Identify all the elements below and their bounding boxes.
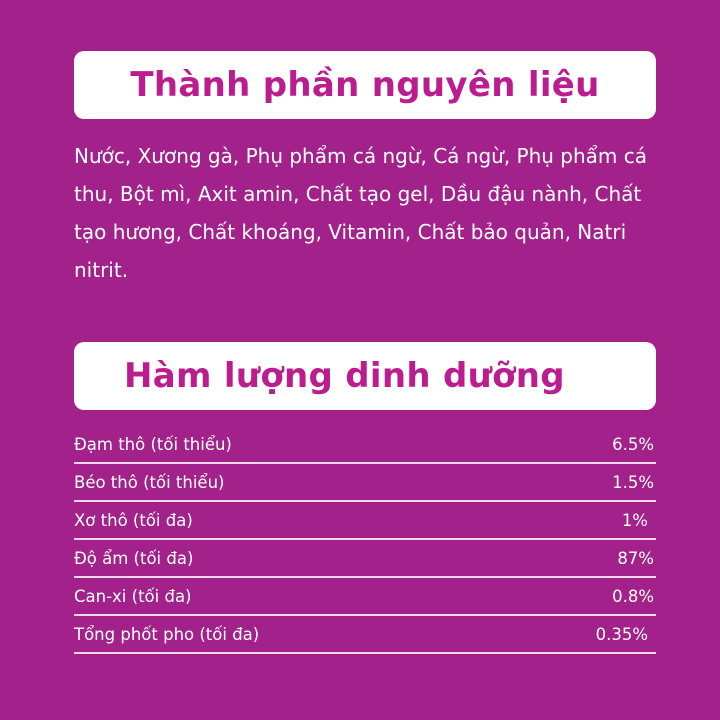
table-row: Độ ẩm (tối đa) 87% [74, 540, 656, 578]
nutrient-label: Đạm thô (tối thiểu) [74, 434, 232, 454]
ingredients-text: Nước, Xương gà, Phụ phẩm cá ngừ, Cá ngừ,… [74, 144, 648, 282]
ingredients-title-box: Thành phần nguyên liệu [74, 51, 656, 119]
nutrient-label: Béo thô (tối thiểu) [74, 472, 225, 492]
nutrient-value: 87% [617, 548, 654, 568]
nutrition-title-box: Hàm lượng dinh dưỡng [74, 342, 656, 410]
nutrient-value: 1% [621, 510, 648, 530]
nutrient-label: Can-xi (tối đa) [74, 586, 192, 606]
table-row: Béo thô (tối thiểu) 1.5% [74, 464, 656, 502]
nutrient-label: Độ ẩm (tối đa) [74, 548, 194, 568]
nutrient-label: Tổng phốt pho (tối đa) [74, 624, 260, 644]
table-row: Can-xi (tối đa) 0.8% [74, 578, 656, 616]
table-row: Xơ thô (tối đa) 1% [74, 502, 656, 540]
table-row: Đạm thô (tối thiểu) 6.5% [74, 426, 656, 464]
nutrient-value: 6.5% [612, 434, 654, 454]
nutrient-label: Xơ thô (tối đa) [74, 510, 193, 530]
table-row: Tổng phốt pho (tối đa) 0.35% [74, 616, 656, 654]
nutrition-title: Hàm lượng dinh dưỡng [124, 356, 565, 396]
nutrition-table: Đạm thô (tối thiểu) 6.5% Béo thô (tối thi… [74, 426, 656, 654]
nutrient-value: 0.35% [595, 624, 648, 644]
nutrient-value: 1.5% [612, 472, 654, 492]
nutrient-value: 0.8% [612, 586, 654, 606]
ingredients-title: Thành phần nguyên liệu [130, 65, 600, 105]
